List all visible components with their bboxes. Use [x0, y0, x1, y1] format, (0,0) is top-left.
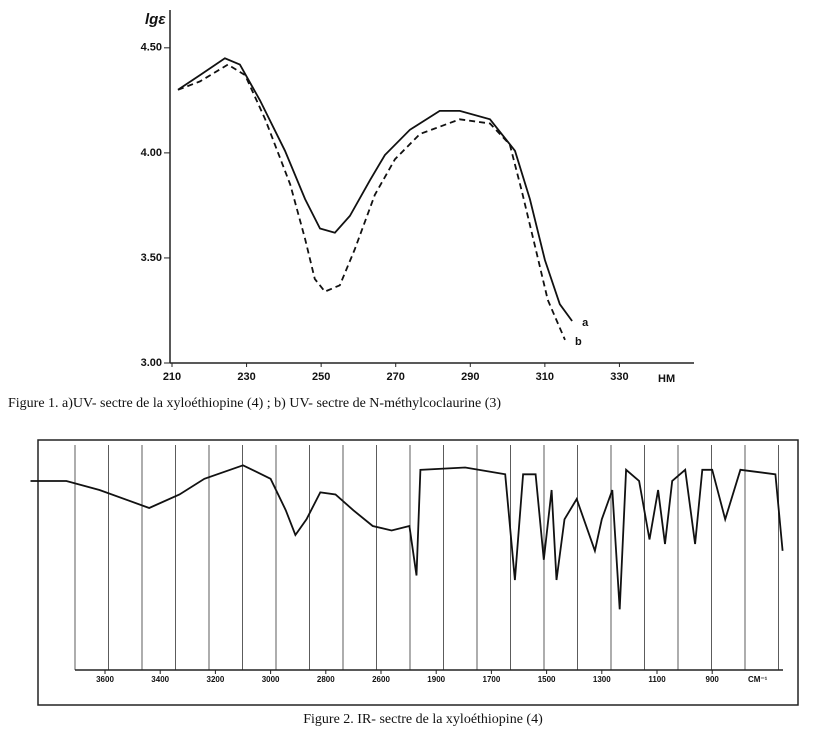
x-tick-label: 210 — [163, 371, 181, 383]
x-axis-label: CM⁻¹ — [748, 675, 768, 684]
y-tick-label: 4.00 — [141, 147, 162, 159]
spectrum-line — [177, 63, 566, 341]
x-tick-label: 900 — [706, 675, 720, 684]
x-tick-label: 310 — [536, 371, 554, 383]
x-tick-label: 270 — [387, 371, 405, 383]
x-tick-label: 250 — [312, 371, 330, 383]
x-tick-label: 1700 — [483, 675, 501, 684]
figure-1-caption: Figure 1. a)UV- sectre de la xyloéthiopi… — [8, 396, 501, 411]
y-tick-label: 3.50 — [141, 252, 162, 264]
series-label: a — [582, 317, 589, 329]
x-tick-label: 290 — [461, 371, 479, 383]
x-tick-label: 1500 — [538, 675, 556, 684]
x-tick-label: 2600 — [372, 675, 390, 684]
ir-frame — [37, 439, 799, 706]
x-tick-label: 1300 — [593, 675, 611, 684]
x-tick-label: 1900 — [427, 675, 445, 684]
x-tick-label: 3400 — [151, 675, 169, 684]
spectrum-line — [30, 464, 784, 610]
x-tick-label: 3600 — [96, 675, 114, 684]
x-axis-label: HM — [658, 373, 675, 385]
x-tick-label: 3000 — [262, 675, 280, 684]
x-tick-label: 330 — [610, 371, 628, 383]
series-label: b — [575, 336, 582, 348]
y-tick-label: 4.50 — [141, 42, 162, 54]
figure-2-caption: Figure 2. IR- sectre de la xyloéthiopine… — [303, 712, 543, 727]
y-axis-label: lgε — [145, 11, 166, 28]
x-tick-label: 1100 — [648, 675, 666, 684]
y-tick-label: 3.00 — [141, 357, 162, 369]
x-tick-label: 230 — [237, 371, 255, 383]
x-tick-label: 3200 — [207, 675, 225, 684]
spectrum-line — [177, 57, 573, 322]
x-tick-label: 2800 — [317, 675, 335, 684]
